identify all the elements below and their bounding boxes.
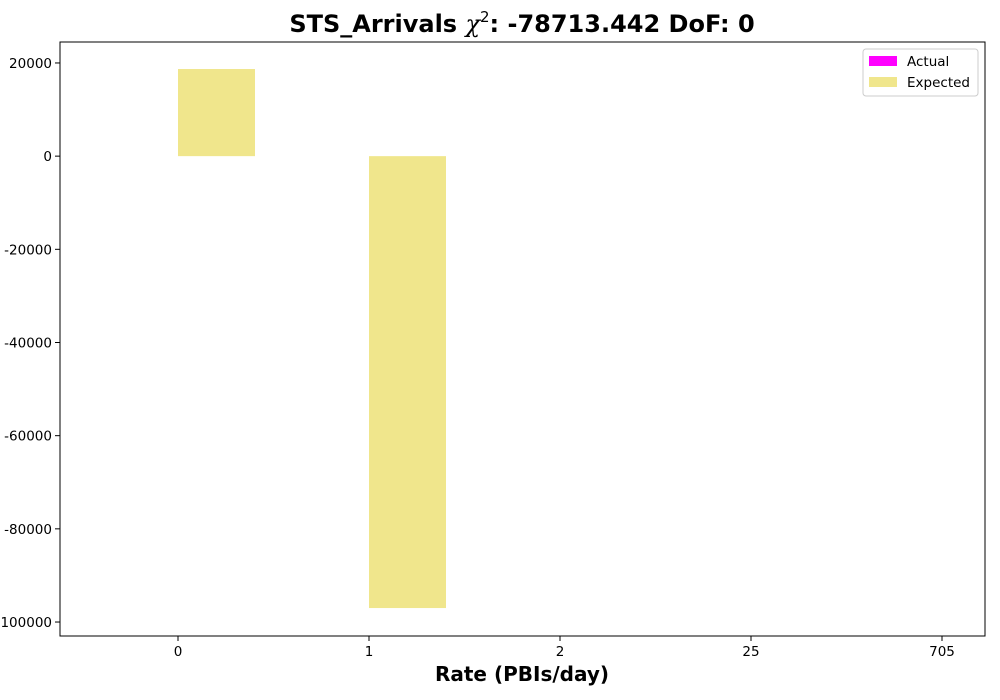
chart-title-prefix: STS_Arrivals	[289, 10, 465, 38]
chart-title-suffix: : -78713.442 DoF: 0	[490, 10, 755, 38]
y-tick-label: -80000	[4, 522, 52, 538]
x-tick-label: 2	[556, 644, 565, 660]
bar-expected-0	[178, 69, 255, 157]
y-tick-label: -20000	[4, 242, 52, 258]
x-tick-label: 0	[174, 644, 183, 660]
x-axis-label: Rate (PBIs/day)	[435, 662, 609, 686]
legend-swatch-expected	[869, 77, 897, 87]
plot-frame	[59, 41, 986, 637]
y-tick-label: 0	[43, 149, 52, 165]
x-tick-label: 25	[742, 644, 759, 660]
x-tick-label: 705	[929, 644, 955, 660]
chart-title-sup: 2	[480, 8, 490, 26]
y-tick-label: 20000	[9, 56, 52, 72]
y-axis: 20000 0 -20000 -40000 -60000 -80000 -100000	[0, 56, 60, 631]
chart-title-chi: χ	[463, 10, 481, 38]
x-tick-label: 1	[365, 644, 374, 660]
bars-group	[178, 69, 446, 609]
chart-title: STS_Arrivals χ2: -78713.442 DoF: 0	[289, 8, 754, 38]
y-tick-label: -60000	[4, 429, 52, 445]
legend-label-expected: Expected	[907, 75, 970, 91]
legend-swatch-actual	[869, 56, 897, 66]
y-tick-label: -100000	[0, 615, 52, 631]
y-tick-label: -40000	[4, 335, 52, 351]
x-axis: 0 1 2 25 705	[174, 636, 955, 660]
legend-label-actual: Actual	[907, 54, 949, 70]
bar-expected-1	[369, 156, 446, 609]
legend: Actual Expected	[862, 48, 979, 97]
